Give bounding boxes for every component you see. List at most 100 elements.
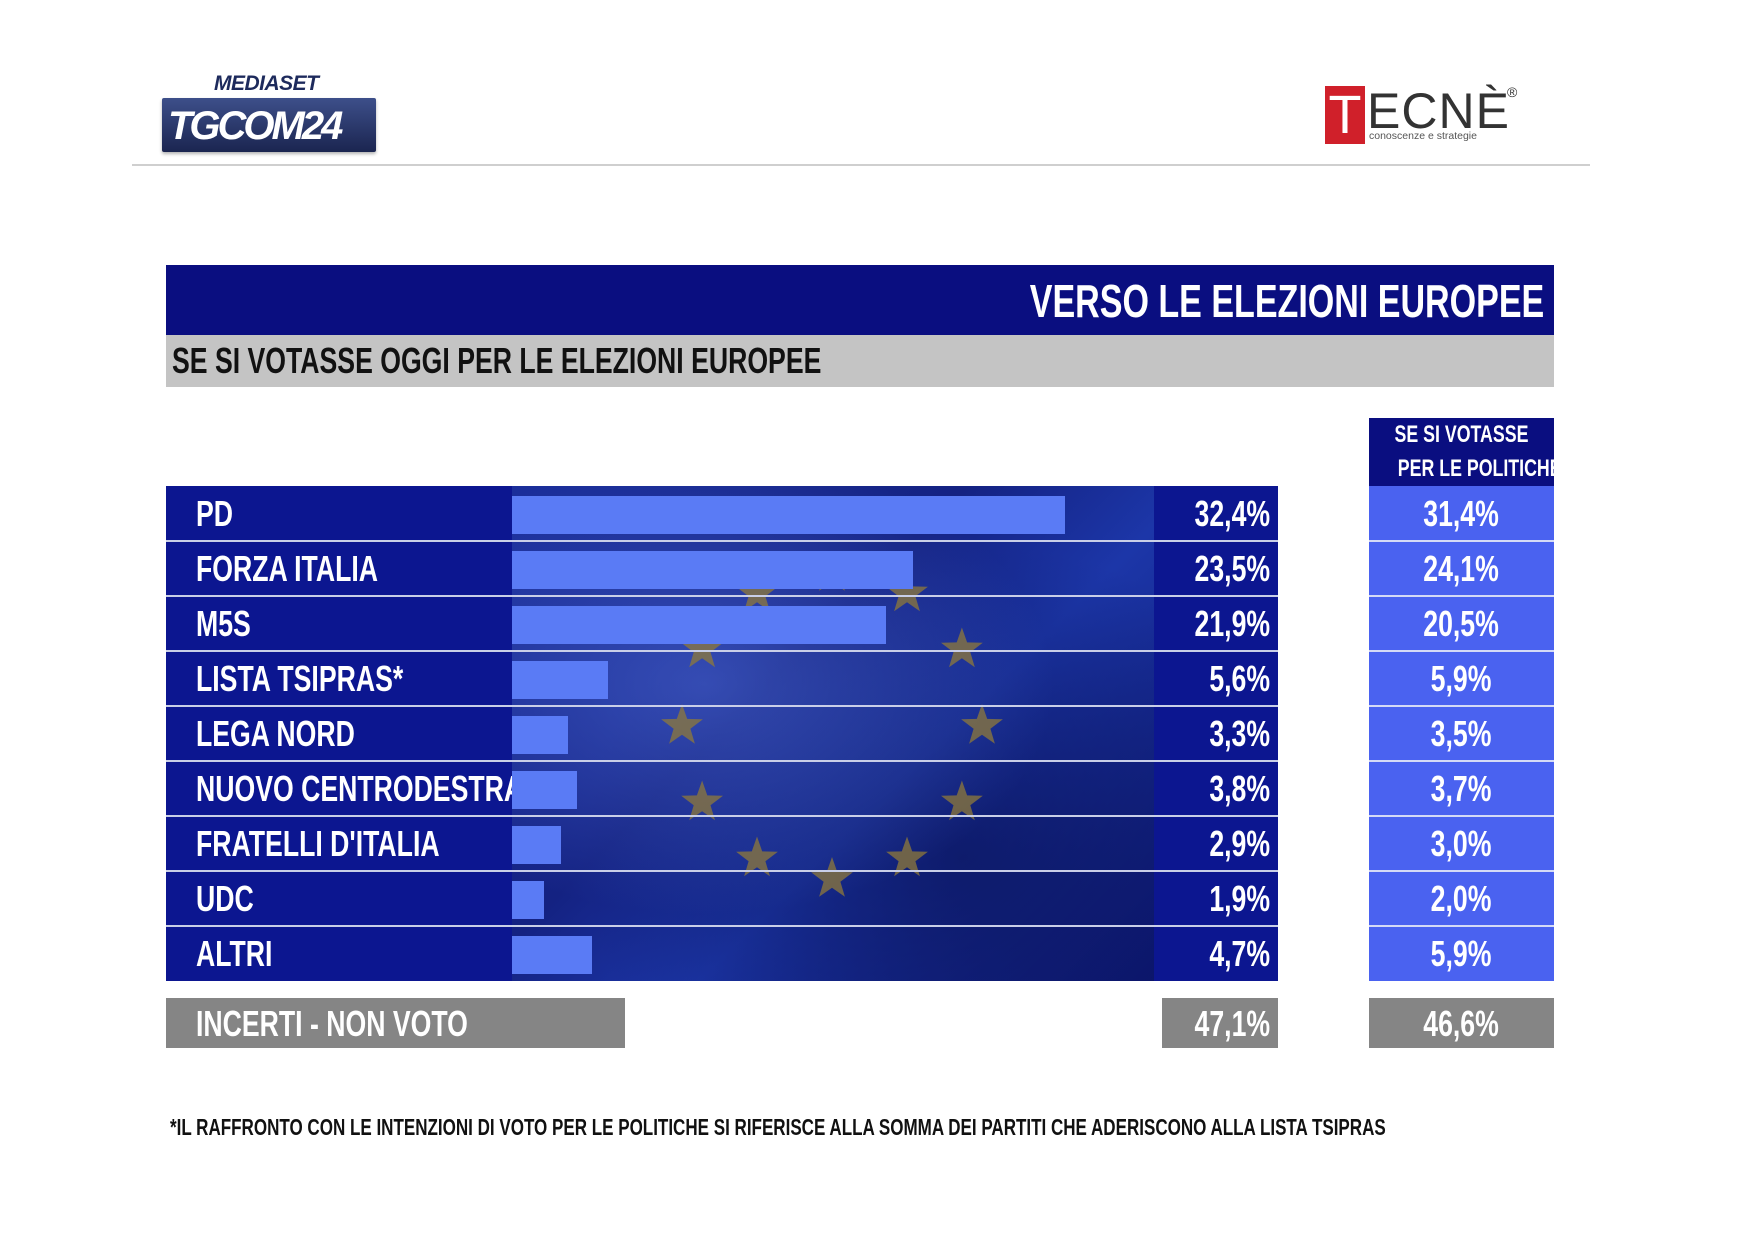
incerti-europee-value: 47,1% [1194, 1003, 1270, 1044]
tecne-logo-initial: T [1325, 86, 1365, 144]
politiche-column-header: SE SI VOTASSE PER LE POLITICHE [1369, 418, 1562, 486]
party-label: LEGA NORD [196, 713, 355, 754]
politiche-value-label: 24,1% [1423, 548, 1500, 589]
tecne-wordmark: ECNÈ [1367, 83, 1510, 139]
europee-value-label: 5,6% [1209, 658, 1270, 699]
footnote: *IL RAFFRONTO CON LE INTENZIONI DI VOTO … [170, 1114, 1386, 1140]
incerti-label: INCERTI - NON VOTO [196, 1003, 468, 1044]
politiche-row-divider [1369, 540, 1554, 542]
politiche-row: 3,7% [1369, 761, 1554, 815]
eu-star-icon [961, 704, 1003, 744]
eu-star-icon [661, 704, 703, 744]
chart-title: VERSO LE ELEZIONI EUROPEE [1029, 275, 1544, 327]
party-label: ALTRI [196, 933, 273, 974]
row-divider [166, 650, 1278, 652]
chart-row: LEGA NORD 3,3% [166, 706, 1278, 760]
politiche-row-divider [1369, 705, 1554, 707]
tgcom24-badge: TGCOM24 [162, 98, 376, 152]
tgcom24-logo: MEDIASET TGCOM24 [162, 72, 378, 154]
europee-value-label: 32,4% [1194, 493, 1270, 534]
row-divider [166, 925, 1278, 927]
tgcom-wordmark: TGCOM24 [168, 104, 343, 148]
row-divider [166, 815, 1278, 817]
incerti-europee-box: 47,1% [1162, 998, 1278, 1048]
eu-star-icon [736, 571, 778, 612]
chart-row: NUOVO CENTRODESTRA 3,8% [166, 761, 1278, 815]
politiche-value-label: 5,9% [1431, 933, 1492, 974]
chart-row: ALTRI 4,7% [166, 926, 1278, 980]
eu-star-icon [681, 780, 723, 821]
party-label: FORZA ITALIA [196, 548, 379, 589]
bar [512, 716, 568, 754]
chart-row: FRATELLI D'ITALIA 2,9% [166, 816, 1278, 870]
eu-star-icon [811, 857, 853, 897]
bar [512, 551, 913, 589]
chart-row: PD 32,4% [166, 486, 1278, 540]
politiche-column: 31,4% 24,1% 20,5% 5,9% 3,5% 3,7% 3,0% 2,0% 5,9% [1369, 486, 1554, 981]
party-label: NUOVO CENTRODESTRA [196, 768, 524, 809]
row-divider [166, 760, 1278, 762]
chart-row: LISTA TSIPRAS* 5,6% [166, 651, 1278, 705]
politiche-row-divider [1369, 815, 1554, 817]
politiche-row: 24,1% [1369, 541, 1554, 595]
row-divider [166, 540, 1278, 542]
europee-value-label: 23,5% [1194, 548, 1270, 589]
bar [512, 936, 592, 974]
politiche-row: 2,0% [1369, 871, 1554, 925]
politiche-row-divider [1369, 595, 1554, 597]
politiche-row: 31,4% [1369, 486, 1554, 540]
incerti-row-label-box: INCERTI - NON VOTO [166, 998, 625, 1048]
politiche-value-label: 3,7% [1431, 768, 1492, 809]
chart-subtitle: SE SI VOTASSE OGGI PER LE ELEZIONI EUROP… [172, 340, 822, 381]
party-label: FRATELLI D'ITALIA [196, 823, 440, 864]
eu-star-icon [736, 836, 778, 877]
party-label: UDC [196, 878, 254, 919]
row-divider [166, 595, 1278, 597]
row-divider [166, 705, 1278, 707]
politiche-value-label: 5,9% [1431, 658, 1492, 699]
party-label: LISTA TSIPRAS* [196, 658, 404, 699]
politiche-row: 20,5% [1369, 596, 1554, 650]
europee-value-label: 21,9% [1194, 603, 1270, 644]
politiche-value-label: 20,5% [1423, 603, 1500, 644]
politiche-row: 3,0% [1369, 816, 1554, 870]
bar [512, 606, 886, 644]
politiche-value-label: 2,0% [1431, 878, 1492, 919]
politiche-row: 3,5% [1369, 706, 1554, 760]
politiche-value-label: 31,4% [1423, 493, 1500, 534]
tecne-tagline: conoscenze e strategie [1369, 130, 1477, 142]
party-label: M5S [196, 603, 251, 644]
europee-bar-chart: PD 32,4% FORZA ITALIA 23,5% M5S 21,9% LISTA TS… [166, 486, 1278, 981]
europee-value-label: 3,3% [1209, 713, 1270, 754]
politiche-row-divider [1369, 650, 1554, 652]
politiche-value-label: 3,0% [1431, 823, 1492, 864]
eu-star-icon [681, 627, 723, 668]
politiche-row: 5,9% [1369, 926, 1554, 980]
bar [512, 881, 544, 919]
eu-star-icon [941, 627, 983, 668]
subtitle-band: SE SI VOTASSE OGGI PER LE ELEZIONI EUROP… [166, 335, 1554, 387]
chart-row: FORZA ITALIA 23,5% [166, 541, 1278, 595]
title-band: VERSO LE ELEZIONI EUROPEE [166, 265, 1554, 335]
eu-star-icon [886, 836, 928, 877]
registered-mark: ® [1507, 84, 1518, 100]
mediaset-wordmark: MEDIASET [214, 72, 319, 95]
chart-row: UDC 1,9% [166, 871, 1278, 925]
politiche-row-divider [1369, 760, 1554, 762]
party-label: PD [196, 493, 234, 534]
politiche-row-divider [1369, 925, 1554, 927]
bar [512, 826, 561, 864]
incerti-politiche-box: 46,6% [1369, 998, 1554, 1048]
politiche-row: 5,9% [1369, 651, 1554, 705]
europee-value-label: 4,7% [1209, 933, 1270, 974]
bar [512, 771, 577, 809]
row-divider [166, 870, 1278, 872]
bar [512, 661, 608, 699]
europee-value-label: 3,8% [1209, 768, 1270, 809]
incerti-politiche-value: 46,6% [1423, 1003, 1500, 1044]
chart-row: M5S 21,9% [166, 596, 1278, 650]
tecne-logo: T ECNÈ ® conoscenze e strategie [1325, 82, 1525, 146]
europee-value-label: 1,9% [1209, 878, 1270, 919]
politiche-value-label: 3,5% [1431, 713, 1492, 754]
politiche-row-divider [1369, 870, 1554, 872]
